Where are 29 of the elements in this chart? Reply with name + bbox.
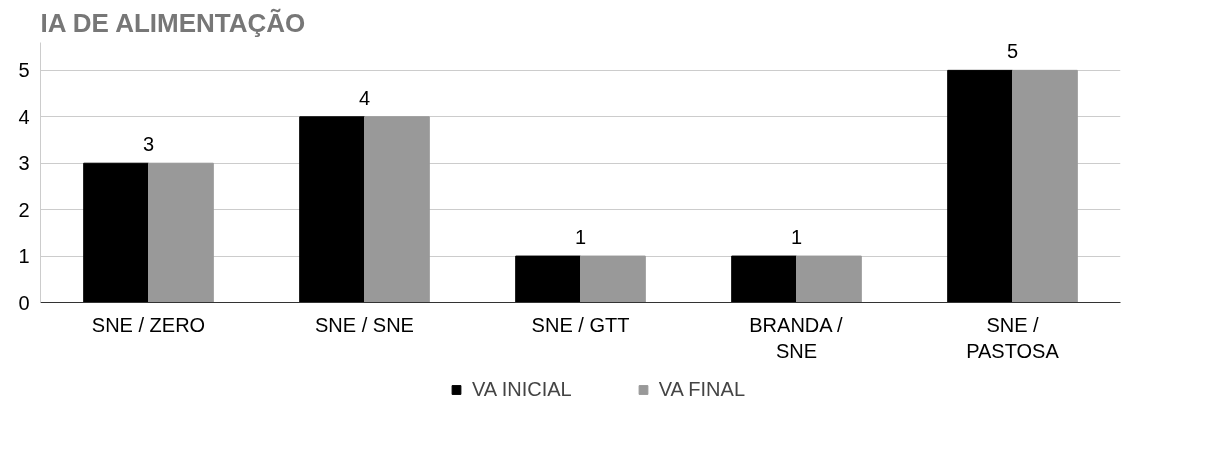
x-tick-label: BRANDA / SNE <box>749 313 844 362</box>
bar <box>364 116 430 303</box>
y-tick-label: 0 <box>18 291 30 314</box>
y-tick-label: 1 <box>18 245 30 268</box>
x-tick-label: SNE / SNE <box>315 313 414 336</box>
bar <box>83 162 149 303</box>
y-tick-label: 4 <box>18 105 30 128</box>
bar <box>796 255 862 303</box>
bar <box>731 255 797 303</box>
y-tick-label: 2 <box>18 198 30 221</box>
data-label: 4 <box>358 86 371 109</box>
bar <box>1012 69 1078 303</box>
bar <box>515 255 581 303</box>
legend-label: VA FINAL <box>658 377 745 401</box>
x-tick-label: SNE / PASTOSA <box>966 313 1060 362</box>
legend-label: VA INICIAL <box>472 377 572 401</box>
data-label: 1 <box>790 226 803 249</box>
data-label: 3 <box>142 133 155 156</box>
x-tick-label: SNE / ZERO <box>91 313 206 336</box>
data-label: 5 <box>1006 40 1019 63</box>
chart-title: IA DE ALIMENTAÇÃO <box>40 7 306 38</box>
bar <box>947 69 1013 303</box>
y-tick-label: 5 <box>18 59 30 82</box>
bar <box>299 116 365 303</box>
data-label: 1 <box>574 226 587 249</box>
x-tick-label: SNE / GTT <box>531 313 630 336</box>
y-tick-label: 3 <box>18 152 30 175</box>
bar <box>580 255 646 303</box>
bar <box>148 162 214 303</box>
